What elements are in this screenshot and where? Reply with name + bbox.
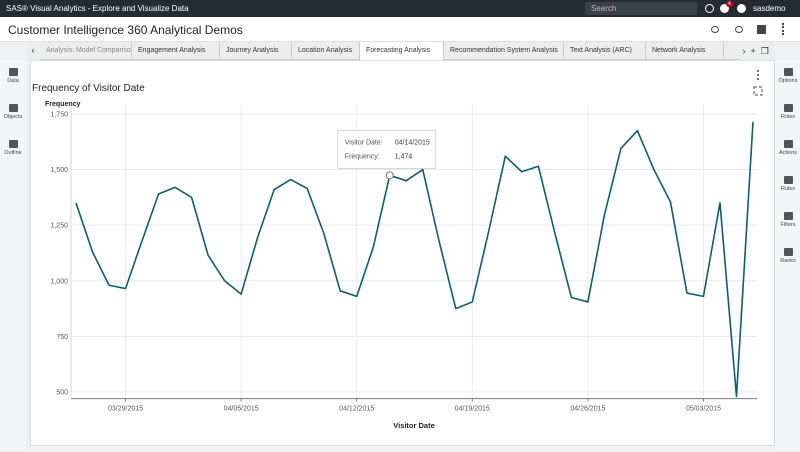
right-panel: Options Roles Actions Rules Filters Ranks [775, 60, 800, 450]
panel-icon [783, 212, 793, 220]
panel-icon [783, 104, 793, 112]
x-tick-label: 05/03/2015 [686, 406, 721, 413]
report-title: Customer Intelligence 360 Analytical Dem… [8, 23, 243, 37]
panel-label: Outline [4, 150, 22, 156]
x-axis-label: Visitor Date [393, 421, 435, 430]
tooltip-value: 1,474 [395, 153, 413, 160]
panel-icon [783, 248, 793, 256]
redo-icon[interactable] [735, 26, 743, 33]
panel-label: Filters [780, 222, 796, 228]
notification-icon[interactable] [720, 4, 729, 13]
report-tab[interactable]: Location Analysis [292, 42, 360, 60]
search-placeholder: Search [591, 4, 617, 13]
x-tick-label: 04/19/2015 [455, 406, 490, 413]
chart: Frequency of Visitor Date Frequency Visito… [32, 70, 763, 430]
panel-label: Ranks [780, 258, 796, 264]
report-tab[interactable]: Analysis: Model Comparison [40, 42, 132, 60]
report-tab[interactable]: Recommendation System Analysis [444, 42, 564, 60]
panel-icon [8, 104, 18, 112]
chart-panel: Frequency of Visitor Date Frequency Visito… [30, 60, 775, 446]
right-panel-item[interactable]: Options [775, 60, 800, 96]
tab-controls[interactable]: › + ❐ [740, 42, 775, 60]
right-panel-item[interactable]: Filters [775, 204, 800, 240]
notification-badge: 4 [726, 1, 733, 7]
panel-label: Roles [780, 114, 796, 120]
report-tab[interactable]: Network Analysis [646, 42, 724, 60]
y-tick-label: 1,250 [50, 223, 68, 230]
save-icon[interactable] [757, 25, 766, 34]
data-line [75, 121, 754, 398]
more-icon [757, 70, 759, 72]
panel-icon [783, 68, 793, 76]
help-icon[interactable] [705, 4, 714, 13]
tooltip [337, 129, 437, 169]
tab-scroll-left[interactable]: ‹ [26, 42, 40, 60]
tooltip-label: Visitor Date: [345, 139, 383, 146]
report-tab[interactable]: Forecasting Analysis [360, 42, 444, 60]
left-panel-item[interactable]: Outline [0, 132, 26, 168]
left-panel-item[interactable]: Objects [0, 96, 26, 132]
right-panel-item[interactable]: Rules [775, 168, 800, 204]
x-tick-label: 04/12/2015 [339, 406, 374, 413]
more-icon [757, 78, 759, 80]
panel-icon [783, 176, 793, 184]
right-panel-item[interactable]: Ranks [775, 240, 800, 276]
panel-label: Actions [778, 150, 798, 156]
chart-title: Frequency of Visitor Date [32, 83, 145, 94]
panel-icon [8, 140, 18, 148]
user-name[interactable]: sasdemo [753, 4, 786, 13]
panel-icon [8, 68, 18, 76]
left-panel: Data Objects Outline [0, 60, 26, 450]
tooltip-label: Frequency: [345, 153, 380, 160]
panel-label: Objects [3, 114, 23, 120]
report-tab[interactable]: Text Analysis (ARC) [564, 42, 646, 60]
hover-marker [385, 171, 394, 180]
y-tick-label: 1,500 [50, 167, 68, 174]
panel-label: Options [778, 78, 798, 84]
more-icon [757, 74, 759, 76]
x-tick-label: 03/29/2015 [108, 406, 143, 413]
right-panel-item[interactable]: Roles [775, 96, 800, 132]
x-tick-label: 04/26/2015 [570, 406, 605, 413]
left-panel-item[interactable]: Data [0, 60, 26, 96]
app-title: SAS® Visual Analytics - Explore and Visu… [6, 4, 189, 13]
report-header: Customer Intelligence 360 Analytical Dem… [0, 17, 800, 42]
y-tick-label: 750 [56, 334, 68, 341]
panel-label: Rules [780, 186, 796, 192]
x-tick-label: 04/05/2015 [224, 406, 259, 413]
search-box[interactable]: Search [585, 2, 697, 15]
report-tab[interactable]: Engagement Analysis [132, 42, 220, 60]
report-tab[interactable]: Journey Analysis [220, 42, 292, 60]
y-tick-label: 1,000 [50, 278, 68, 285]
panel-icon [783, 140, 793, 148]
y-axis-label: Frequency [45, 101, 81, 108]
app-bar: SAS® Visual Analytics - Explore and Visu… [0, 0, 800, 17]
tooltip-date: 04/14/2015 [395, 139, 430, 146]
menu-icon[interactable] [782, 23, 784, 35]
undo-icon[interactable] [711, 26, 719, 33]
maximize-icon [753, 86, 763, 96]
y-tick-label: 500 [56, 390, 68, 397]
panel-label: Data [7, 78, 19, 84]
info-icon[interactable] [737, 4, 746, 13]
y-tick-label: 1,750 [50, 111, 68, 118]
right-panel-item[interactable]: Actions [775, 132, 800, 168]
tab-bar: Analysis: Model Comparison Engagement Ana… [40, 42, 740, 60]
